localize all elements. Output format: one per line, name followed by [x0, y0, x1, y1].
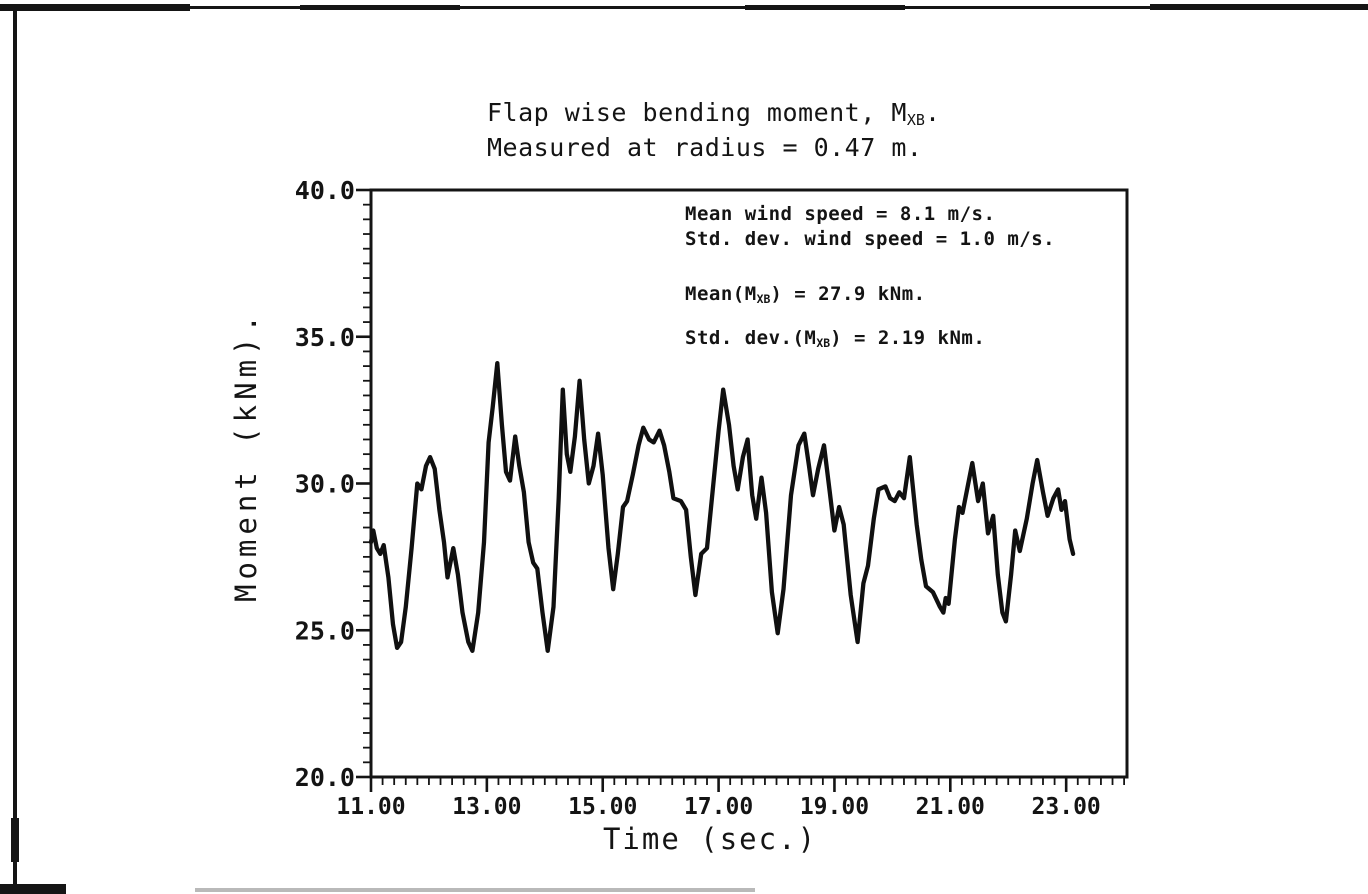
y-tick-labels: 20.0 25.0 30.0 35.0 40.0	[295, 176, 355, 792]
y-tick-label: 40.0	[295, 176, 355, 205]
x-tick-label: 21.00	[916, 794, 985, 820]
annotation-mean-wind-speed: Mean wind speed = 8.1 m/s.	[685, 203, 996, 225]
x-axis-major-ticks	[369, 777, 1068, 792]
x-tick-label: 15.00	[568, 794, 637, 820]
y-tick-label: 30.0	[295, 470, 355, 499]
annotation-std-dev-moment: Std. dev.(MXB) = 2.19 kNm.	[685, 327, 986, 351]
x-tick-label: 13.00	[452, 794, 521, 820]
scan-frame-top-blotch-2	[300, 5, 460, 10]
x-tick-labels: 11.00 13.00 15.00 17.00 19.00 21.00 23.00	[336, 794, 1100, 820]
scan-frame-bottom-chunk	[0, 884, 66, 894]
y-axis-major-ticks	[356, 188, 371, 779]
scan-frame-left-blotch	[11, 818, 19, 862]
scan-frame-left	[13, 6, 17, 888]
x-axis-title: Time (sec.)	[602, 822, 818, 856]
x-tick-label: 11.00	[336, 794, 405, 820]
chart-subtitle: Measured at radius = 0.47 m.	[487, 133, 923, 163]
scan-frame-top-blotch-3	[745, 5, 905, 10]
title-subscript: XB	[906, 111, 925, 130]
chart-title-block: Flap wise bending moment, MXB. Measured …	[487, 99, 941, 162]
y-tick-label: 25.0	[295, 616, 355, 645]
scan-frame-top-blotch-1	[0, 4, 190, 11]
y-tick-label: 20.0	[295, 763, 355, 792]
scan-frame-top-blotch-4	[1150, 4, 1368, 10]
annotation-std-dev-wind-speed: Std. dev. wind speed = 1.0 m/s.	[685, 228, 1056, 250]
chart-title: Flap wise bending moment, MXB.	[487, 98, 941, 130]
x-tick-label: 19.00	[800, 794, 869, 820]
x-tick-label: 23.00	[1032, 794, 1101, 820]
scan-frame-bottom-streak	[195, 888, 755, 892]
y-tick-label: 35.0	[295, 323, 355, 352]
plot-frame	[369, 188, 1129, 779]
annotation-mean-moment: Mean(MXB) = 27.9 kNm.	[685, 283, 926, 307]
x-tick-label: 17.00	[684, 794, 753, 820]
data-series-line	[368, 361, 1076, 653]
scan-frame-top	[13, 6, 1368, 9]
